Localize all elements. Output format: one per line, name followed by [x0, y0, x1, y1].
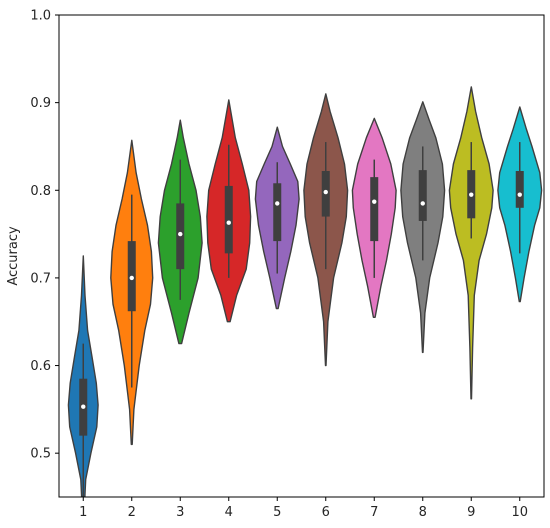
x-axis: 1 2 3 4 5 6 7 8 9 10	[79, 497, 528, 520]
violin-median-5	[275, 201, 280, 206]
violin-iqr-5	[273, 183, 282, 242]
x-tick-label: 10	[511, 505, 528, 520]
y-tick-label: 0.6	[30, 359, 51, 374]
y-tick-label: 0.9	[30, 96, 51, 111]
violin-median-7	[372, 199, 377, 204]
violins-layer	[67, 86, 543, 497]
x-tick-label: 2	[128, 505, 136, 520]
violin-median-8	[420, 201, 425, 206]
x-tick-label: 5	[273, 505, 281, 520]
violin-iqr-8	[418, 170, 427, 221]
violin-median-10	[517, 192, 522, 197]
x-tick-label: 1	[79, 505, 87, 520]
violin-median-4	[226, 220, 231, 225]
violin-median-9	[469, 192, 474, 197]
violin-body-9	[448, 86, 494, 400]
y-tick-label: 0.5	[30, 447, 51, 462]
violin-median-1	[81, 404, 86, 409]
x-tick-label: 6	[322, 505, 330, 520]
y-axis: 0.5 0.6 0.7 0.8 0.9 1.0	[30, 9, 59, 462]
violin-iqr-7	[370, 177, 379, 242]
violin-median-2	[129, 275, 134, 281]
x-tick-label: 9	[467, 505, 475, 520]
y-tick-label: 0.7	[30, 271, 51, 286]
x-tick-label: 3	[176, 505, 184, 520]
y-tick-label: 0.8	[30, 184, 51, 199]
violin-median-3	[178, 231, 183, 237]
y-tick-label: 1.0	[30, 9, 51, 24]
violin-iqr-4	[224, 185, 233, 254]
x-tick-label: 7	[370, 505, 378, 520]
violin-median-6	[323, 189, 328, 195]
axes-frame	[58, 14, 545, 498]
x-tick-label: 4	[225, 505, 233, 520]
x-tick-label: 8	[419, 505, 427, 520]
y-axis-title: Accuracy	[6, 226, 21, 286]
violin-iqr-10	[515, 170, 524, 208]
